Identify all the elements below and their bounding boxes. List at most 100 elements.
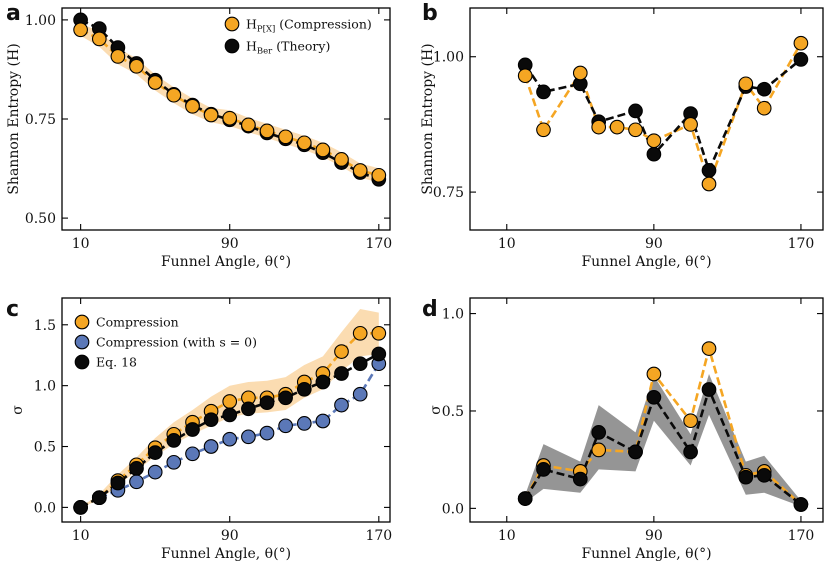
- point-b-theory-4: [628, 103, 643, 119]
- legend-rest-a-1: (Theory): [272, 39, 330, 54]
- legend-sub-a-1: Ber: [257, 47, 273, 57]
- point-a-compression-10: [259, 123, 275, 139]
- xtick-label-a-0: 10: [72, 236, 90, 252]
- point-c-eq18-8: [222, 407, 238, 423]
- xtick-label-c-0: 10: [72, 528, 90, 544]
- point-a-compression-9: [241, 117, 256, 133]
- point-c-compression_s0-9: [259, 425, 275, 441]
- point-d-theory-2: [572, 471, 588, 487]
- axes-frame-d: [469, 297, 824, 523]
- point-a-compression-2: [110, 49, 126, 64]
- panel-b: b 10 90 170 0.75 1.00 Funnel Angle, θ(°) Shanno…: [420, 1, 824, 270]
- point-c-compression_s0-6: [203, 439, 219, 454]
- legend-sub-a-0: P[X]: [257, 25, 275, 35]
- point-a-compression-12: [296, 135, 312, 151]
- point-d-theory-1: [536, 462, 551, 477]
- point-c-eq18-13: [315, 374, 331, 390]
- point-c-compression-14: [334, 344, 349, 359]
- point-d-theory-3: [591, 425, 607, 440]
- line-b-theory: [524, 58, 802, 175]
- point-b-compression-9: [738, 76, 754, 92]
- point-c-compression-15: [352, 325, 368, 341]
- legend-main-c-2: Eq. 18: [96, 355, 137, 370]
- ytick-label-b-1: 1.00: [433, 50, 464, 66]
- ytick-label-d-2: 1.0: [442, 307, 464, 323]
- point-d-theory-8: [738, 469, 754, 485]
- point-c-eq18-2: [110, 475, 126, 491]
- legend-marker-c-0: [74, 314, 90, 330]
- point-d-theory-6: [683, 444, 698, 460]
- point-d-theory-0: [517, 491, 533, 506]
- point-b-compression-4: [609, 119, 625, 135]
- legend-main-a-0: H: [246, 17, 257, 32]
- point-a-compression-14: [334, 152, 349, 167]
- point-c-compression_s0-12: [315, 413, 331, 429]
- ytick-label-c-0: 0.0: [34, 500, 56, 516]
- xaxis-label-d: Funnel Angle, θ(°): [581, 546, 711, 562]
- point-b-theory-7: [701, 163, 717, 178]
- legend-marker-a-1: [224, 38, 240, 54]
- line-c-eq18: [80, 352, 380, 509]
- point-b-compression-6: [646, 133, 662, 149]
- point-a-compression-4: [147, 75, 163, 90]
- point-a-compression-8: [222, 110, 238, 126]
- legend-rest-a-0: (Compression): [275, 17, 371, 32]
- legend-label-c-1: Compression (with s = 0): [96, 335, 257, 350]
- ytick-label-c-2: 1.0: [34, 379, 56, 395]
- point-b-theory-10: [793, 52, 809, 67]
- xaxis-label-b: Funnel Angle, θ(°): [581, 254, 711, 270]
- point-b-compression-10: [756, 100, 772, 116]
- legend-a: HP[X] (Compression) HBer (Theory): [224, 16, 372, 57]
- legend-label-a-1: HBer (Theory): [246, 39, 330, 57]
- yaxis-label-a: Shannon Entropy (H): [6, 43, 22, 194]
- panel-a: a 10 90 170 0.50 0.75 1.00 Funnel Angle, θ(°) Sh…: [6, 1, 392, 270]
- point-c-compression_s0-13: [334, 397, 349, 413]
- axes-frame-c: [61, 297, 391, 523]
- legend-label-c-0: Compression: [96, 315, 179, 330]
- point-d-theory-10: [793, 497, 809, 512]
- legend-label-c-2: Eq. 18: [96, 355, 137, 370]
- point-d-theory-5: [646, 389, 662, 405]
- ytick-label-c-1: 0.5: [34, 440, 56, 456]
- point-c-eq18-7: [203, 412, 219, 428]
- point-c-eq18-1: [91, 490, 107, 506]
- panel-letter-a: a: [6, 1, 21, 26]
- xtick-label-d-2: 170: [788, 528, 815, 544]
- point-b-theory-5: [646, 146, 662, 162]
- point-c-compression_s0-3: [147, 464, 163, 480]
- point-d-compression-3: [591, 442, 607, 458]
- point-a-compression-11: [278, 129, 293, 145]
- point-c-eq18-5: [166, 433, 182, 448]
- point-c-eq18-0: [73, 500, 88, 515]
- point-c-eq18-14: [334, 366, 349, 381]
- point-c-eq18-10: [259, 395, 275, 411]
- legend-c: Compression Compression (with s = 0) Eq. 1…: [74, 314, 257, 370]
- panel-letter-d: d: [422, 297, 438, 322]
- ytick-label-d-1: 0.5: [442, 404, 464, 420]
- point-d-theory-7: [701, 382, 717, 397]
- xtick-label-b-1: 90: [645, 236, 663, 252]
- point-a-compression-3: [129, 58, 144, 74]
- xtick-label-b-0: 10: [498, 236, 516, 252]
- line-c-compression_s0: [98, 363, 380, 499]
- point-c-compression_s0-5: [185, 446, 200, 462]
- point-a-compression-15: [352, 163, 368, 178]
- point-a-compression-0: [73, 22, 88, 38]
- point-c-eq18-11: [278, 390, 293, 406]
- legend-main-c-1: Compression (with s = 0): [96, 335, 257, 350]
- point-b-compression-5: [628, 122, 643, 138]
- point-d-compression-5: [646, 366, 662, 382]
- ytick-label-d-0: 0.0: [442, 501, 464, 517]
- point-c-compression-8: [222, 394, 238, 409]
- point-a-compression-1: [91, 31, 107, 47]
- xtick-label-c-2: 170: [365, 528, 392, 544]
- point-c-compression_s0-10: [278, 418, 293, 434]
- legend-marker-c-2: [74, 354, 90, 370]
- panel-letter-b: b: [422, 1, 438, 26]
- point-b-compression-11: [793, 35, 809, 51]
- xaxis-label-c: Funnel Angle, θ(°): [161, 546, 291, 562]
- legend-marker-a-0: [224, 16, 240, 32]
- point-c-eq18-4: [147, 445, 163, 460]
- point-a-compression-5: [166, 87, 182, 103]
